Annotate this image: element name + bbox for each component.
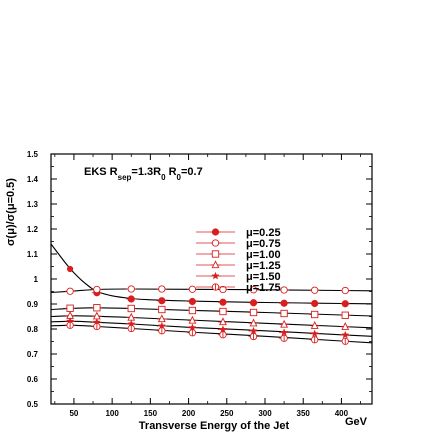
legend-item: μ=1.50 [196,271,281,283]
x-axis-unit: GeV [345,416,368,428]
data-point-filled-circle [279,299,290,307]
data-point-open-triangle [309,321,320,329]
y-tick-label: 1.1 [27,250,39,259]
legend-item: μ=1.25 [196,260,281,272]
data-point-open-circle [248,286,259,294]
data-point-open-circle [217,285,228,294]
data-point-crossed-circle [156,327,167,335]
legend-item: μ=0.25 [196,227,281,239]
data-point-crossed-circle [309,336,320,344]
data-point-open-circle [126,285,137,293]
data-point-filled-circle [248,299,259,307]
y-tick-label: 1 [34,275,39,284]
data-point-filled-circle [340,300,351,308]
data-point-open-circle [279,286,290,294]
data-point-crossed-circle [248,332,259,341]
data-point-star [279,328,290,336]
data-point-open-triangle [217,317,228,326]
legend-label: μ=1.50 [246,271,281,283]
data-point-crossed-circle [217,331,228,339]
plot-annotation: EKS Rsep=1.3R0 R0=0.7 [84,166,203,182]
y-tick-label: 0.5 [27,400,39,409]
data-point-filled-circle [126,295,137,303]
data-point-crossed-circle [187,329,198,337]
x-tick-label: 400 [335,409,349,418]
data-point-star [248,326,259,335]
x-tick-label: 350 [297,409,311,418]
legend-label: μ=0.25 [246,227,281,239]
data-point-star [217,325,228,333]
data-point-open-square [156,305,167,314]
x-axis-title: Transverse Energy of the Jet [139,420,290,432]
data-point-open-square [65,304,76,312]
legend-item: μ=1.00 [196,249,281,261]
data-point-open-square [91,304,102,312]
legend-label: μ=1.75 [246,282,281,294]
data-point-open-circle [156,285,167,293]
data-point-filled-circle [217,298,228,306]
data-point-open-triangle [248,318,259,327]
data-point-open-square [340,311,351,319]
legend-item: μ=0.75 [196,238,281,250]
data-point-open-circle [187,285,198,293]
data-point-crossed-circle [126,324,137,333]
data-point-mu025 [67,265,74,273]
y-tick-label: 0.9 [27,300,39,309]
x-tick-label: 100 [105,409,119,418]
data-point-star [340,330,351,339]
x-tick-label: 200 [182,409,196,418]
y-tick-label: 1.5 [27,150,39,159]
x-tick-label: 150 [144,409,158,418]
data-point-open-square [217,307,228,316]
y-tick-label: 0.6 [27,375,39,384]
y-tick-label: 0.8 [27,325,39,334]
x-tick-label: 250 [220,409,234,418]
data-point-crossed-circle [340,337,351,345]
data-point-filled-circle [309,299,320,308]
legend-marker-filled-circle [210,228,221,236]
data-point-open-circle [309,286,320,294]
data-point-star [309,329,320,338]
legend-marker-crossed-circle [210,283,221,291]
legend-marker-open-circle [210,239,221,247]
data-point-crossed-circle [279,334,290,342]
data-point-open-triangle [279,319,290,328]
data-point-open-triangle [187,315,198,324]
data-point-open-square [187,306,198,315]
legend-label: μ=1.25 [246,260,281,272]
y-axis-title: σ(μ)/σ(μ=0.5) [5,178,17,246]
legend-label: μ=1.00 [246,249,281,261]
data-point-open-square [126,304,137,313]
legend-label: μ=0.75 [246,238,281,250]
x-tick-label: 50 [69,409,78,418]
y-tick-label: 1.2 [27,225,39,234]
data-point-open-circle [65,287,76,295]
legend-item: μ=1.75 [196,282,281,294]
y-tick-label: 1.3 [27,200,39,209]
y-tick-label: 1.4 [27,175,39,184]
plot-frame [50,153,373,405]
data-point-open-square [309,310,320,319]
data-point-open-circle [91,285,102,294]
legend-marker-open-square [210,250,221,258]
legend-marker-star [210,271,221,280]
data-point-crossed-circle [91,322,102,331]
data-point-open-square [279,309,290,318]
legend-marker-open-triangle [210,260,221,269]
data-point-open-square [248,308,259,317]
data-point-open-triangle [340,322,351,330]
data-point-filled-circle [187,297,198,306]
y-tick-label: 0.7 [27,350,39,359]
data-point-open-circle [340,286,351,295]
x-tick-label: 300 [258,409,272,418]
data-point-filled-circle [156,297,167,305]
data-point-crossed-circle [65,321,76,329]
